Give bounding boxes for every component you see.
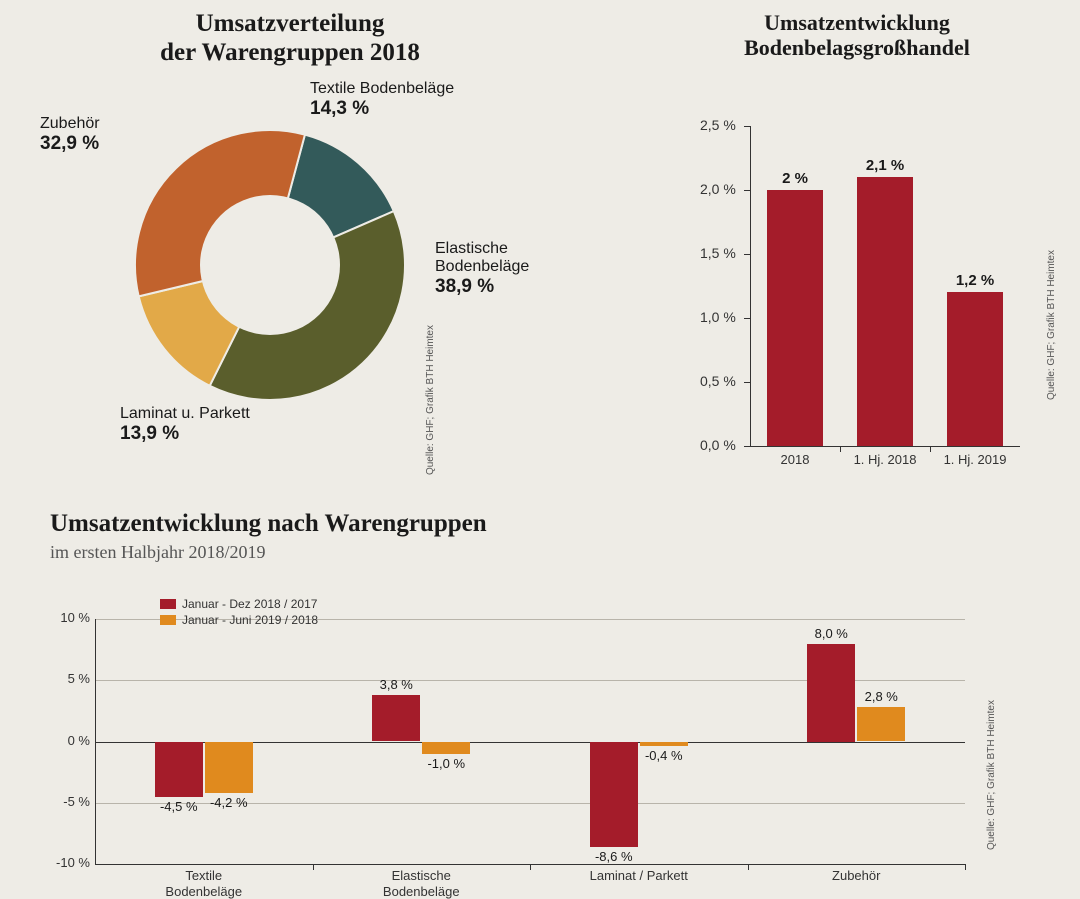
grouped-bar-2-1 (640, 742, 688, 747)
grouped-value-0-1: -4,2 % (194, 795, 264, 810)
grouped-value-2-1: -0,4 % (629, 748, 699, 763)
grouped-ytick: -10 % (40, 855, 90, 870)
grouped-source: Quelle: GHF; Grafik BTH Heimtex (986, 700, 997, 850)
grouped-bar-0-1 (205, 742, 253, 793)
grouped-value-1-1: -1,0 % (411, 756, 481, 771)
grouped-ytick: 0 % (40, 733, 90, 748)
grouped-category-3: Zubehör (748, 868, 966, 884)
legend-item-0: Januar - Dez 2018 / 2017 (160, 597, 318, 611)
grouped-bar-1-0 (372, 695, 420, 742)
grouped-ytick: 5 % (40, 671, 90, 686)
grouped-bar-1-1 (422, 742, 470, 754)
grouped-bar-chart: -10 %-5 %0 %5 %10 %-4,5 %-4,2 %TextileBo… (0, 0, 1080, 898)
grouped-value-3-1: 2,8 % (846, 689, 916, 704)
grouped-legend: Januar - Dez 2018 / 2017 Januar - Juni 20… (160, 597, 318, 629)
grouped-ytick: 10 % (40, 610, 90, 625)
grouped-value-1-0: 3,8 % (361, 677, 431, 692)
grouped-ytick: -5 % (40, 794, 90, 809)
grouped-category-1: ElastischeBodenbeläge (313, 868, 531, 899)
grouped-value-3-0: 8,0 % (796, 626, 866, 641)
legend-item-1: Januar - Juni 2019 / 2018 (160, 613, 318, 627)
grouped-category-2: Laminat / Parkett (530, 868, 748, 884)
grouped-bar-3-1 (857, 707, 905, 741)
grouped-category-0: TextileBodenbeläge (95, 868, 313, 899)
grouped-value-2-0: -8,6 % (579, 849, 649, 864)
grouped-bar-0-0 (155, 742, 203, 797)
